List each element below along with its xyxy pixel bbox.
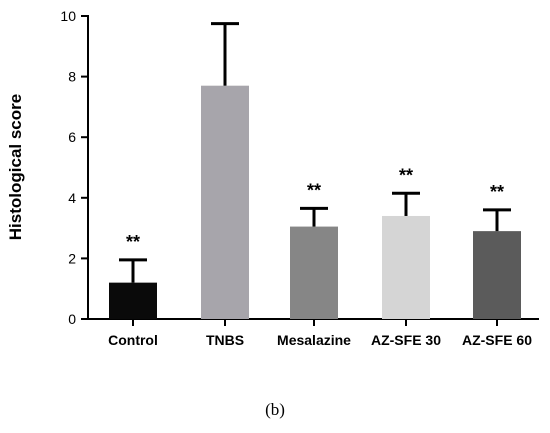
x-category-label: TNBS [206,332,244,348]
plot-area: 0 2 4 6 8 10 ** Control TNBS ** Mesalazine ** AZ-SFE… [60,8,539,348]
significance-marker: ** [490,182,504,202]
x-category-label: AZ-SFE 30 [371,332,441,348]
significance-marker: ** [307,180,321,200]
y-tick-label: 2 [68,250,76,266]
bar [473,231,521,319]
bar [201,85,249,319]
x-category-label: AZ-SFE 60 [462,332,532,348]
bar [109,282,157,319]
y-axis-title: Histological score [6,94,25,240]
x-category-label: Mesalazine [277,332,351,348]
x-category-label: Control [108,332,158,348]
significance-marker: ** [399,165,413,185]
y-tick-label: 0 [68,311,76,327]
bar [290,226,338,319]
y-tick-label: 6 [68,129,76,145]
y-tick-label: 10 [60,8,76,24]
panel-caption: (b) [265,400,285,419]
bar [382,215,430,319]
y-tick-label: 4 [68,190,76,206]
significance-marker: ** [126,232,140,252]
y-tick-label: 8 [68,69,76,85]
